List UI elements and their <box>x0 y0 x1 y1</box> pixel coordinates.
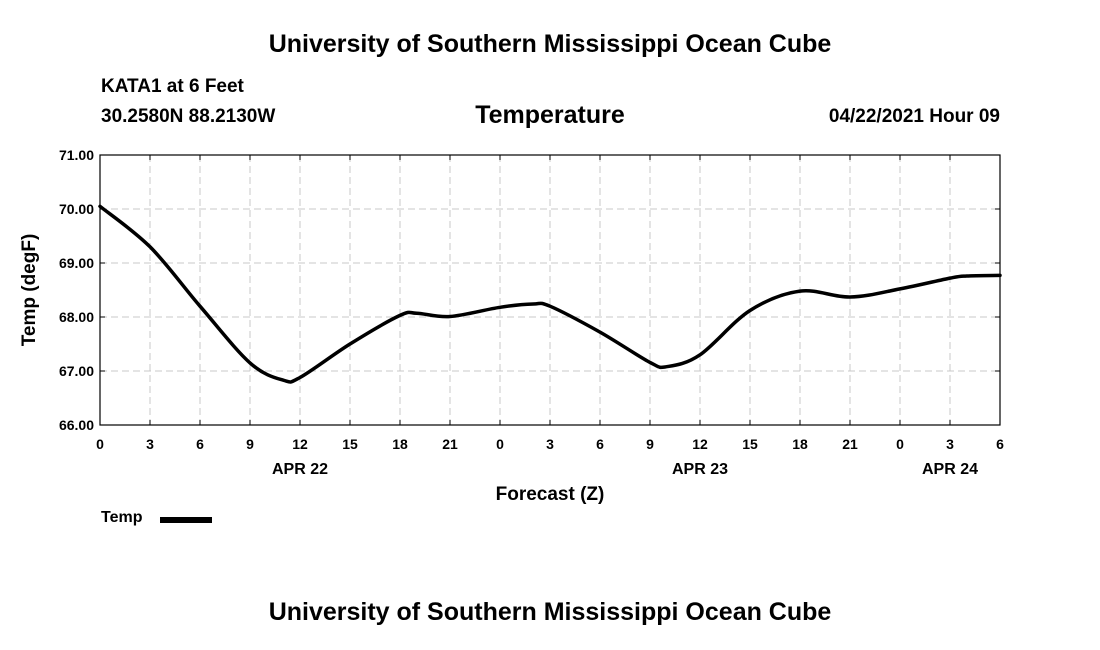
x-tick-label: 3 <box>146 436 154 452</box>
x-tick-label: 15 <box>342 436 358 452</box>
x-tick-label: 18 <box>392 436 408 452</box>
legend-label: Temp <box>101 509 143 526</box>
axis-labels: 66.00 67.00 68.00 69.00 70.00 71.00 0 3 6 9 12 15 18… <box>59 147 1004 478</box>
x-tick-label: 6 <box>596 436 604 452</box>
x-tick-label: 3 <box>946 436 954 452</box>
y-tick-label: 68.00 <box>59 309 94 325</box>
x-tick-label: 9 <box>646 436 654 452</box>
y-tick-label: 66.00 <box>59 417 94 433</box>
y-tick-label: 67.00 <box>59 363 94 379</box>
y-tick-label: 70.00 <box>59 201 94 217</box>
grid-lines <box>100 155 1000 425</box>
x-tick-label: 0 <box>96 436 104 452</box>
y-tick-label: 71.00 <box>59 147 94 163</box>
legend-swatch <box>160 517 212 523</box>
x-tick-label: 15 <box>742 436 758 452</box>
y-tick-label: 69.00 <box>59 255 94 271</box>
x-tick-label: 0 <box>496 436 504 452</box>
x-tick-label: 9 <box>246 436 254 452</box>
page-title: University of Southern Mississippi Ocean… <box>268 30 832 58</box>
x-tick-label: 6 <box>196 436 204 452</box>
y-axis-title: Temp (degF) <box>19 234 40 347</box>
x-axis-title: Forecast (Z) <box>496 484 605 505</box>
series-line-temp <box>98 204 1002 384</box>
x-date-label: APR 23 <box>672 461 728 478</box>
footer-title: University of Southern Mississippi Ocean… <box>268 598 832 626</box>
x-tick-label: 21 <box>442 436 458 452</box>
x-tick-label: 3 <box>546 436 554 452</box>
x-tick-label: 0 <box>896 436 904 452</box>
datetime-label: 04/22/2021 Hour 09 <box>828 106 1000 127</box>
x-date-label: APR 24 <box>922 461 978 478</box>
x-tick-label: 12 <box>692 436 708 452</box>
x-date-label: APR 22 <box>272 461 328 478</box>
station-label: KATA1 at 6 Feet <box>101 76 244 97</box>
x-tick-label: 12 <box>292 436 308 452</box>
x-tick-label: 18 <box>792 436 808 452</box>
x-tick-label: 21 <box>842 436 858 452</box>
coordinates-label: 30.2580N 88.2130W <box>101 106 276 127</box>
x-tick-label: 6 <box>996 436 1004 452</box>
chart-title: Temperature <box>475 101 625 129</box>
